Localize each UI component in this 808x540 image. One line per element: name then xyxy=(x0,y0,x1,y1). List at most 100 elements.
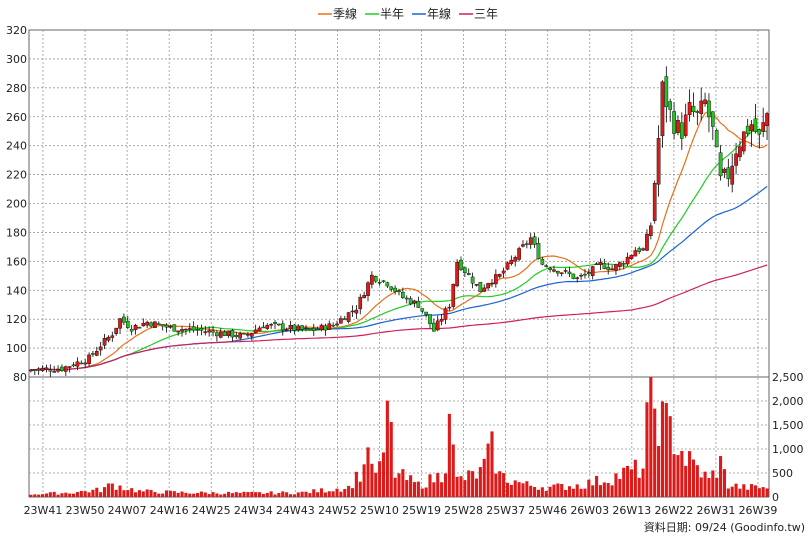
candle-body xyxy=(234,335,239,337)
price-tick-label: 80 xyxy=(13,371,27,384)
candle-body xyxy=(652,183,657,221)
candle xyxy=(164,323,169,333)
volume-bar xyxy=(610,485,614,497)
price-tick-label: 180 xyxy=(6,226,27,239)
candle-body xyxy=(478,281,483,292)
volume-bar xyxy=(180,491,184,497)
candle-body xyxy=(559,272,564,274)
volume-bar xyxy=(312,489,316,497)
candle xyxy=(226,330,231,338)
candle-body xyxy=(350,310,355,313)
candle xyxy=(401,287,405,300)
volume-bar xyxy=(680,450,684,497)
candle xyxy=(335,320,339,327)
volume-bar xyxy=(37,494,41,497)
candle xyxy=(125,315,130,330)
candle-body xyxy=(734,153,738,166)
candle xyxy=(87,352,91,367)
candle xyxy=(517,246,521,262)
volume-tick-label: 2,000 xyxy=(772,395,804,408)
candle xyxy=(765,111,769,141)
candle-body xyxy=(354,309,359,314)
candle xyxy=(664,66,669,123)
volume-bar xyxy=(273,494,277,497)
candle xyxy=(218,328,223,339)
volume-bar xyxy=(29,494,33,497)
candle-body xyxy=(168,326,173,328)
ma-line xyxy=(30,264,768,371)
candle xyxy=(257,325,262,332)
candle xyxy=(199,324,204,336)
candle-body xyxy=(590,266,595,276)
candle-body xyxy=(420,308,425,312)
volume-bar xyxy=(114,489,118,497)
candle-body xyxy=(556,270,560,274)
candle-body xyxy=(525,243,529,245)
volume-bar xyxy=(343,489,347,497)
volume-bar xyxy=(381,452,386,497)
volume-bar xyxy=(525,481,529,497)
candle xyxy=(544,264,549,268)
candle xyxy=(389,286,394,292)
candle-body xyxy=(122,316,126,323)
x-tick-label: 26W03 xyxy=(570,504,609,517)
volume-bar xyxy=(362,464,366,497)
candlesticks xyxy=(29,66,769,377)
volume-bar xyxy=(533,487,537,497)
volume-bar xyxy=(734,483,738,497)
candle xyxy=(273,320,277,330)
candle-body xyxy=(664,76,669,108)
candle-body xyxy=(722,168,727,173)
volume-bar xyxy=(192,493,196,497)
candle xyxy=(141,318,146,327)
volume-bar xyxy=(149,489,153,497)
candle xyxy=(691,92,696,117)
volume-bar xyxy=(420,488,424,497)
volume-bar xyxy=(626,465,630,497)
candle-body xyxy=(304,327,308,330)
candle-body xyxy=(184,328,188,331)
candle-body xyxy=(575,277,580,279)
volume-bar xyxy=(48,492,52,497)
candle xyxy=(137,326,142,329)
volume-bar xyxy=(750,484,754,497)
volume-bar xyxy=(161,493,165,497)
volume-bar xyxy=(242,491,246,497)
candle xyxy=(470,272,475,289)
volume-bar xyxy=(505,482,510,497)
volume-bar xyxy=(137,490,141,497)
candle xyxy=(156,321,161,325)
volume-bar xyxy=(428,474,432,497)
candle xyxy=(432,318,436,332)
candle-body xyxy=(292,324,297,331)
candle xyxy=(602,258,607,270)
x-tick-label: 25W10 xyxy=(360,504,399,517)
volume-bar xyxy=(41,494,45,497)
candle-body xyxy=(308,328,312,331)
candle-body xyxy=(102,338,107,346)
candle xyxy=(288,320,293,334)
candle-body xyxy=(284,329,289,331)
volume-bar xyxy=(327,491,331,497)
candle xyxy=(494,269,498,288)
candle xyxy=(528,233,533,249)
candle-body xyxy=(621,263,626,265)
candle-body xyxy=(60,366,64,371)
volume-bar xyxy=(153,492,157,497)
candle xyxy=(284,327,289,332)
x-tick-label: 26W39 xyxy=(739,504,778,517)
volume-bar xyxy=(564,489,568,497)
volume-bar xyxy=(730,486,734,497)
volume-tick-label: 500 xyxy=(772,467,793,480)
volume-bar xyxy=(265,492,269,497)
price-tick-label: 200 xyxy=(6,198,27,211)
volume-bar xyxy=(397,473,401,497)
candle xyxy=(513,255,518,267)
candle-body xyxy=(106,336,111,341)
volume-bar xyxy=(133,492,138,497)
price-tick-label: 260 xyxy=(6,111,27,124)
candle-body xyxy=(296,325,301,331)
candle-body xyxy=(497,274,502,277)
candle xyxy=(606,262,611,275)
